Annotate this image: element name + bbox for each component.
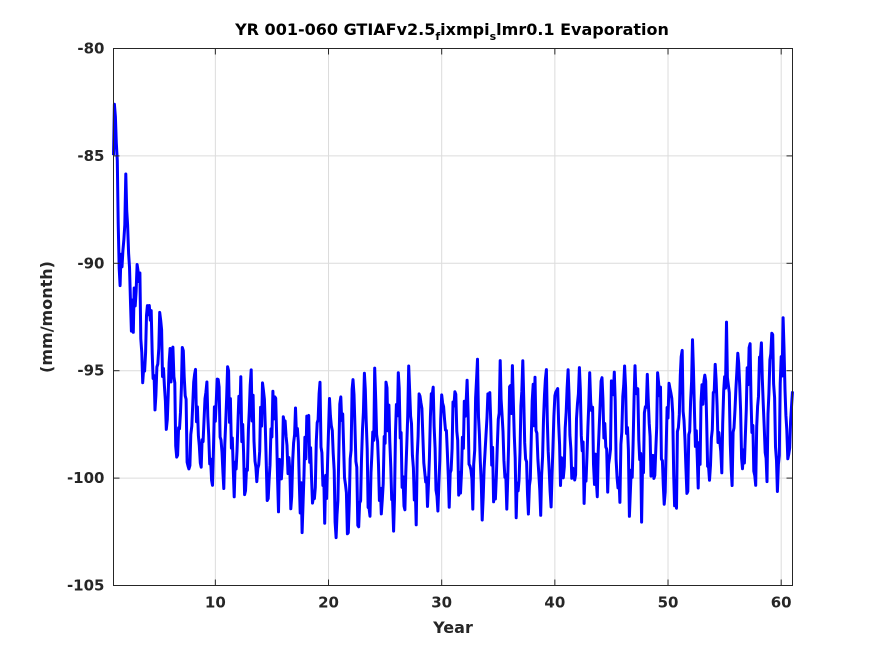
x-tick-label: 30 <box>431 594 452 612</box>
plot-frame <box>113 48 793 586</box>
y-tick-label: -105 <box>67 577 105 595</box>
y-tick-label: -80 <box>77 40 104 58</box>
chart-title: YR 001-060 GTIAFv2.5fixmpislmr0.1 Evapor… <box>234 20 669 43</box>
x-tick-label: 50 <box>658 594 679 612</box>
x-tick-label: 10 <box>205 594 226 612</box>
series-line-group <box>112 102 794 540</box>
evaporation-series-line <box>112 102 794 540</box>
y-tick-label: -95 <box>77 362 104 380</box>
title-sub2: s <box>490 30 497 43</box>
x-tick-label: 40 <box>544 594 565 612</box>
title-mid: ixmpi <box>440 20 489 39</box>
x-tick-label: 60 <box>771 594 792 612</box>
title-sub1: f <box>435 30 440 43</box>
x-axis-label: Year <box>432 618 473 637</box>
y-tick-label: -100 <box>67 469 105 487</box>
y-tick-label: -85 <box>77 147 104 165</box>
y-axis-label: (mm/month) <box>37 261 56 373</box>
x-tick-label: 20 <box>318 594 339 612</box>
title-main: YR 001-060 GTIAFv2.5 <box>234 20 435 39</box>
y-axis-ticks: -105 -100 -95 -90 -85 -80 <box>67 40 793 595</box>
x-axis-ticks: 10 20 30 40 50 60 <box>205 48 792 612</box>
y-tick-label: -90 <box>77 254 104 272</box>
title-end: lmr0.1 Evaporation <box>496 20 669 39</box>
